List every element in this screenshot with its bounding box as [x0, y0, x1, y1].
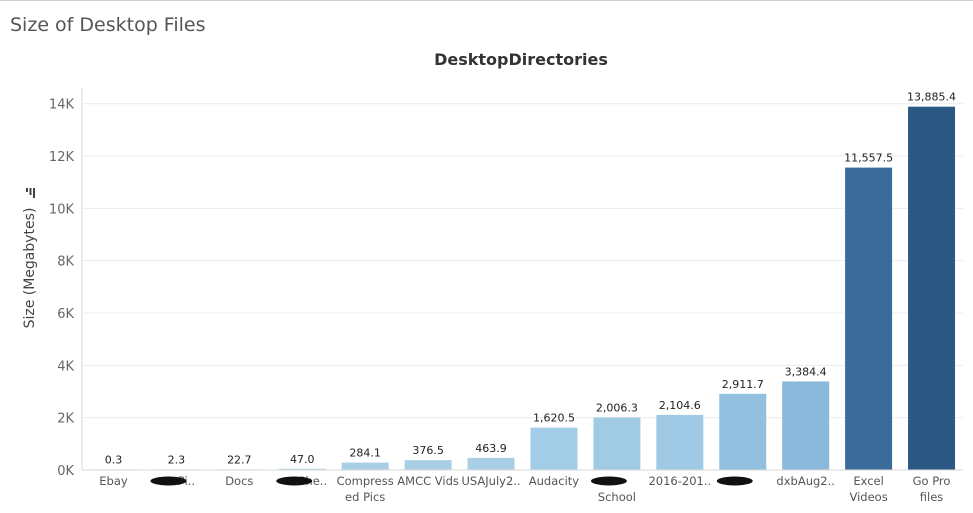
- bar: [467, 457, 515, 470]
- data-label: 284.1: [349, 447, 381, 460]
- bar: [719, 393, 767, 470]
- grid-lines: [82, 103, 963, 419]
- bar: [845, 167, 893, 470]
- data-label: 2,104.6: [659, 399, 701, 412]
- redaction-mark: [276, 476, 313, 486]
- y-tick-label: 6K: [57, 307, 74, 322]
- data-label: 22.7: [227, 453, 252, 466]
- category-label: School: [598, 490, 636, 504]
- bar: [656, 414, 704, 470]
- category-label: Docs: [225, 474, 253, 488]
- category-label: Audacity: [529, 474, 580, 488]
- data-label: 2,006.3: [596, 402, 638, 415]
- category-label: 2016-201..: [648, 474, 711, 488]
- bar: [908, 106, 956, 470]
- category-label: Compress: [337, 474, 394, 488]
- y-tick-label: 2K: [57, 412, 74, 427]
- y-axis-label: Size (Megabytes): [22, 208, 38, 329]
- bar: [341, 462, 389, 470]
- data-label: 11,557.5: [844, 152, 893, 165]
- bar: [278, 468, 326, 470]
- bar: [782, 381, 830, 470]
- category-label: Go Pro: [913, 474, 951, 488]
- data-label: 463.9: [475, 442, 507, 455]
- category-label: Excel: [853, 474, 883, 488]
- value-labels: 0.3 2.3 22.7 47.0 284.1 376.5 463.9 1,620.5 2,00…: [105, 91, 956, 467]
- category-label: Ebay: [99, 474, 128, 488]
- bar: [593, 417, 641, 470]
- bars: [89, 106, 956, 470]
- y-tick-label: 0K: [57, 464, 74, 479]
- category-label: files: [920, 490, 944, 504]
- bar: [530, 427, 578, 470]
- bar: [404, 460, 452, 470]
- chart-title: DesktopDirectories: [434, 50, 608, 69]
- y-tick-label: 12K: [49, 150, 75, 165]
- category-label: USAJuly2..: [461, 474, 520, 488]
- redaction-mark: [150, 476, 187, 486]
- data-label: 2.3: [168, 453, 186, 466]
- data-label: 1,620.5: [533, 412, 575, 425]
- redaction-mark: [590, 476, 627, 486]
- category-label: dxbAug2..: [776, 474, 835, 488]
- sort-icon-bar-3: [33, 188, 35, 198]
- y-tick-label: 14K: [49, 98, 75, 113]
- data-label: 13,885.4: [907, 91, 956, 104]
- data-label: 47.0: [290, 453, 315, 466]
- sort-icon-bar-1: [26, 188, 28, 192]
- redaction-mark: [716, 476, 753, 486]
- data-label: 0.3: [105, 453, 123, 466]
- sort-icon-bar-2: [29, 188, 32, 195]
- page-title: Size of Desktop Files: [10, 14, 206, 36]
- category-label: AMCC Vids: [397, 474, 459, 488]
- data-label: 3,384.4: [785, 365, 827, 378]
- data-label: 376.5: [412, 444, 444, 457]
- category-label: Videos: [849, 490, 887, 504]
- y-tick-label: 4K: [57, 359, 74, 374]
- top-border: [0, 0, 973, 1]
- y-tick-label: 8K: [57, 255, 74, 270]
- y-tick-label: 10K: [49, 202, 75, 217]
- y-axis-ticks: 0K 2K 4K 6K 8K 10K 12K 14K: [49, 98, 75, 479]
- category-label: ed Pics: [345, 490, 385, 504]
- sort-icon: [26, 188, 35, 198]
- data-label: 2,911.7: [722, 378, 764, 391]
